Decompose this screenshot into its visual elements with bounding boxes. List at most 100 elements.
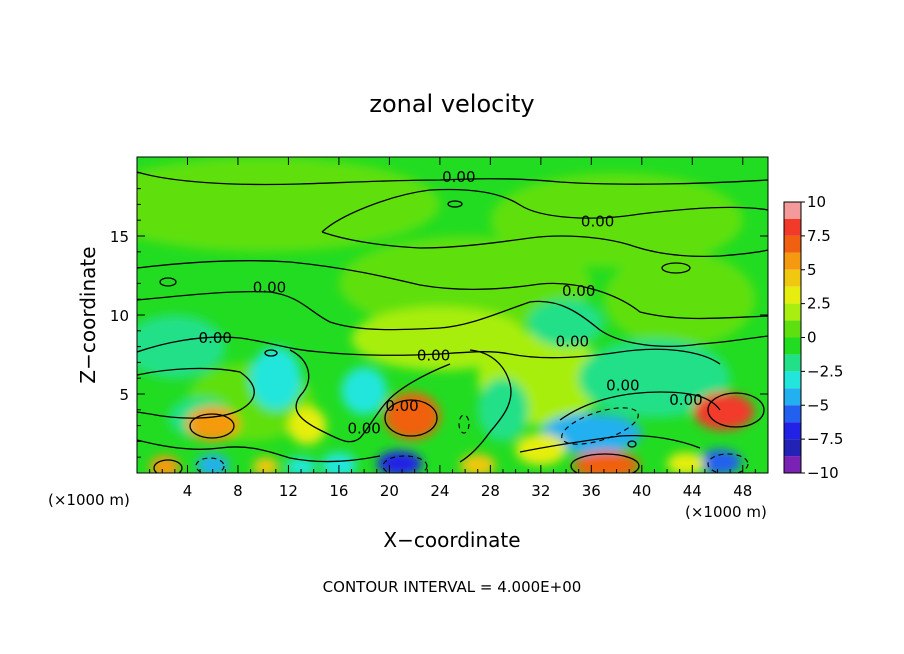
colorbar-swatch [784,269,801,287]
contour-label: 0.00 [562,282,595,300]
colorbar: 10 7.5 5 2.5 0 −2.5 −5 −7.5 −10 [783,193,843,482]
contour-line [137,260,768,320]
contour-line [195,457,225,473]
contour-line [264,349,278,357]
contour-label-text: 0.00 [253,279,286,297]
contour-line [458,414,470,434]
contour-label: 0.00 [199,329,232,347]
contour-line [561,407,639,445]
zero-contours [137,171,768,473]
colorbar-swatch [784,405,801,423]
field-blob [698,449,742,473]
contour-label-text: 0.00 [199,329,232,347]
contour-label: 0.00 [253,279,286,297]
x-tick-label: 48 [733,482,752,500]
contour-label-text: 0.00 [581,212,614,230]
colorbar-swatch [784,286,801,304]
field-blob [515,433,567,466]
contour-line [137,290,768,347]
contour-label: 0.00 [556,332,589,350]
contour-interval-footer: CONTOUR INTERVAL = 4.000E+00 [323,578,582,596]
y-axis: 5 10 15 [110,172,768,458]
contour-line [382,455,428,473]
contour-label-text: 0.00 [385,397,418,415]
contour-line [153,459,183,473]
y-tick-label: 15 [110,228,129,246]
x-tick-label: 44 [683,482,702,500]
field-blob [384,392,440,440]
colorbar-swatch [784,388,801,406]
colorbar-tick-label: −5 [807,396,829,414]
x-tick-label: 28 [481,482,500,500]
colorbar-tick-label: 0 [807,329,817,347]
contour-label: 0.00 [581,212,614,230]
contour-line [384,399,438,437]
field-blob [321,452,357,473]
contour-line [459,349,512,463]
colorbar-tick-label: −2.5 [807,362,843,380]
field-blob [341,367,387,415]
colorbar-swatch [784,218,801,236]
contour-label-text: 0.00 [606,377,639,395]
contour-label: 0.00 [417,347,450,365]
field-blob [253,457,279,473]
contour-label-text: 0.00 [556,332,589,350]
y-axis-label: Z−coordinate [76,246,100,383]
field-blob [137,157,440,252]
contour-label-text: 0.00 [417,347,450,365]
x-tick-label: 8 [233,482,243,500]
field-blob [137,315,226,379]
colorbar-swatch [784,422,801,440]
colorbar-swatch [784,439,801,457]
field-blob [528,299,604,347]
contour-label: 0.00 [669,391,702,409]
contour-label: 0.00 [606,377,639,395]
field-blob [490,172,743,268]
contour-line [159,277,177,287]
x-tick-label: 32 [531,482,550,500]
contour-line [627,440,637,448]
contour-line [137,336,721,365]
x-unit-right: (×1000 m) [685,503,767,521]
field-blob [667,452,705,473]
colorbar-swatch [784,456,801,473]
x-tick-label: 12 [279,482,298,500]
contour-line [321,231,768,258]
colorbar-tick-label: 7.5 [807,227,831,245]
plot-area: 0.00 0.00 0.00 0.00 0.00 0.00 0.00 0.00 0.00 0.00… [137,157,768,473]
contour-line [707,453,749,473]
contour-label-text: 0.00 [669,391,702,409]
field-blob [288,406,327,445]
contour-line [559,391,721,421]
colorbar-swatch [784,371,801,389]
contour-label-text: 0.00 [347,419,380,437]
field-blob [573,450,640,473]
chart-title: zonal velocity [369,90,534,118]
colorbar-swatch [784,337,801,355]
colorbar-tick-label: 5 [807,261,817,279]
colorbar-tick-label: 10 [807,193,826,211]
contour-line [519,434,701,453]
contour-line [570,453,640,473]
contour-line [707,392,765,428]
contour-label-text: 0.00 [442,168,475,186]
y-tick-label: 10 [110,307,129,325]
contour-label: 0.00 [347,419,380,437]
field-blob [186,406,240,442]
x-axis: 4 8 12 16 20 24 28 32 36 40 44 48 [149,157,756,500]
contour-labels: 0.00 0.00 0.00 0.00 0.00 0.00 0.00 0.00 0.00 0.00… [199,168,703,437]
colorbar-swatch [784,320,801,338]
x-tick-label: 16 [329,482,348,500]
contour-label: 0.00 [442,168,475,186]
contour-line [189,413,235,439]
colorbar-swatch [784,202,801,219]
colorbar-swatch [784,354,801,372]
field-blob [351,307,529,371]
field-blob [693,392,755,431]
contour-line [137,367,255,419]
x-tick-label: 40 [632,482,651,500]
contour-line [661,262,691,274]
x-tick-label: 36 [582,482,601,500]
x-tick-label: 4 [183,482,193,500]
